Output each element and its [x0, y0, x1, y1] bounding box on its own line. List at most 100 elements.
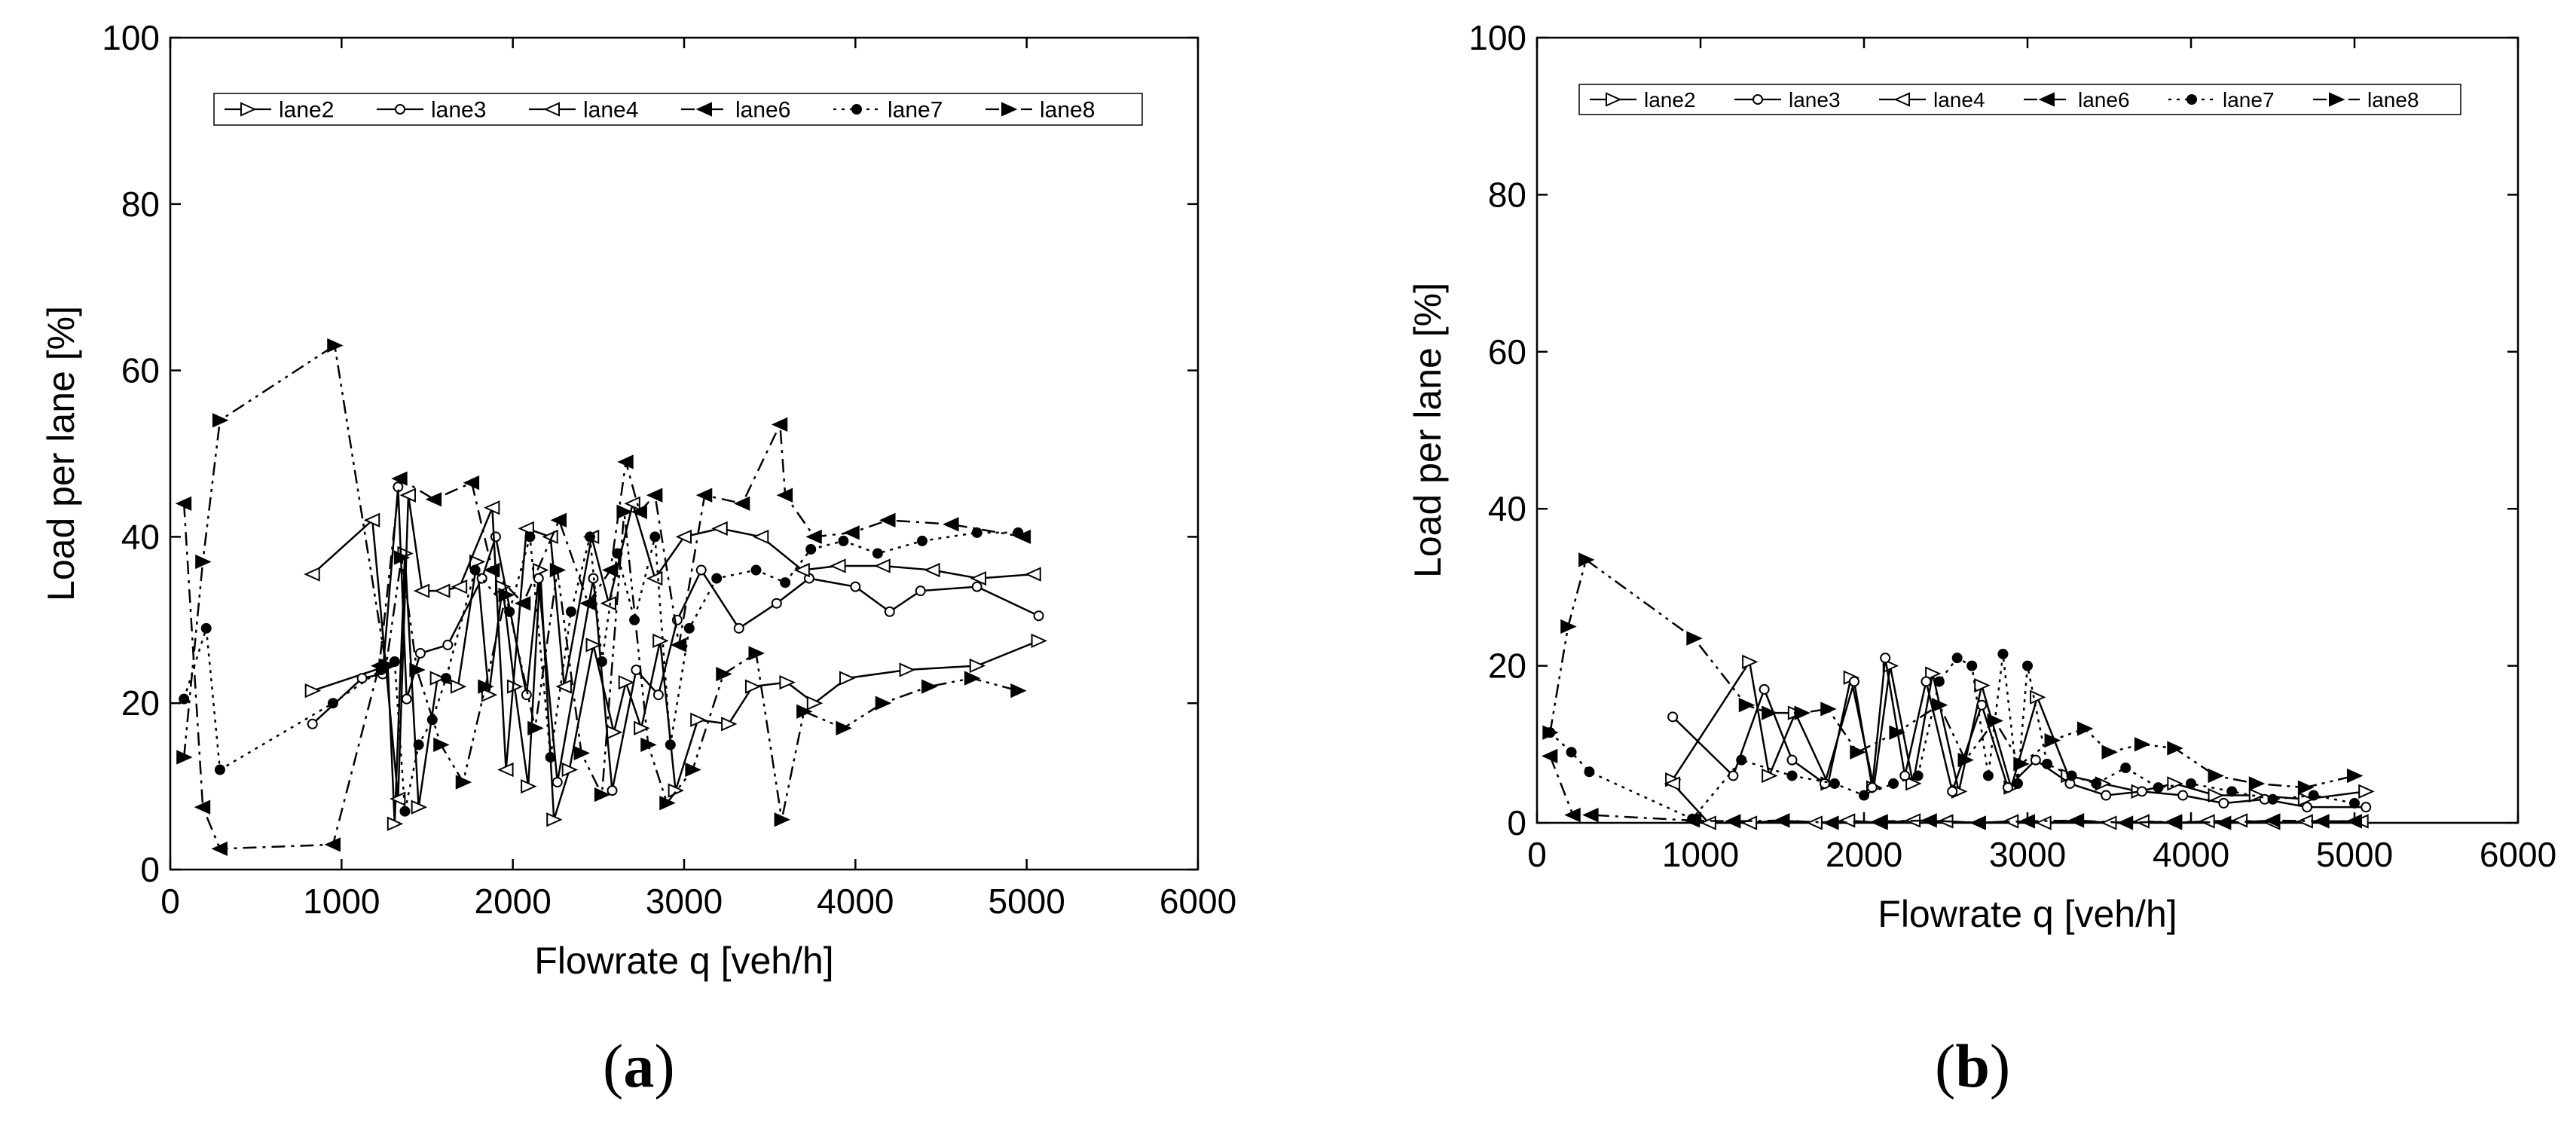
- legend-marker-lane4: [1893, 92, 1910, 107]
- y-tick-label: 40: [121, 517, 160, 556]
- data-point-lane2: [561, 762, 579, 778]
- data-point-lane6: [617, 454, 634, 469]
- data-point-lane8: [176, 750, 193, 765]
- panel-label-a: (a): [603, 1032, 675, 1100]
- data-point-lane6: [771, 417, 788, 433]
- data-point-lane4: [451, 579, 468, 595]
- data-point-lane8: [640, 737, 657, 753]
- x-tick-label: 4000: [2153, 835, 2229, 874]
- y-tick-label: 40: [1488, 489, 1526, 528]
- series-line-lane2: [312, 553, 1040, 824]
- data-point-lane8: [2076, 721, 2094, 736]
- data-point-lane3: [2002, 782, 2013, 793]
- data-point-lane8: [1987, 713, 2004, 729]
- data-point-lane8: [573, 745, 591, 761]
- data-point-lane8: [1686, 631, 1703, 646]
- series-lane8: [176, 338, 1027, 827]
- data-point-lane7: [214, 764, 225, 775]
- data-point-lane6: [2345, 814, 2362, 829]
- data-point-lane6: [579, 596, 596, 611]
- data-point-lane4: [1838, 813, 1856, 828]
- data-point-lane8: [685, 762, 701, 778]
- data-point-lane2: [721, 717, 738, 732]
- data-point-lane4: [2296, 814, 2313, 829]
- data-point-lane3: [1786, 754, 1798, 766]
- x-tick-label: 6000: [2480, 835, 2556, 874]
- data-point-lane4: [304, 567, 320, 582]
- data-point-lane7: [179, 693, 190, 705]
- legend-marker-lane6: [2038, 92, 2055, 107]
- series-line-lane7: [1549, 653, 2355, 821]
- data-point-lane8: [836, 720, 852, 735]
- legend-label-lane8: lane8: [1040, 98, 1095, 123]
- legend-marker-lane8: [2329, 92, 2345, 107]
- data-point-lane3: [771, 598, 782, 609]
- data-point-lane2: [1742, 654, 1759, 670]
- data-point-lane3: [533, 573, 544, 584]
- data-point-lane8: [964, 671, 981, 686]
- data-point-lane8: [2297, 780, 2315, 795]
- data-point-lane8: [195, 554, 212, 570]
- data-point-lane3: [2030, 754, 2041, 766]
- data-point-lane6: [2067, 813, 2085, 828]
- data-point-lane4: [2035, 815, 2052, 830]
- data-point-lane4: [389, 791, 406, 806]
- data-point-lane3: [2177, 790, 2189, 801]
- data-point-lane3: [490, 531, 501, 543]
- data-point-lane7: [1829, 778, 1840, 789]
- data-point-lane7: [596, 656, 607, 667]
- data-point-lane7: [711, 573, 723, 584]
- chart-panel-b: 0 1000 2000 3000 4000 5000 6000 0 20 40 60 80 100 Flo…: [1407, 18, 2556, 935]
- data-point-lane7: [1687, 813, 1698, 824]
- legend-marker-lane6: [695, 102, 712, 117]
- data-point-lane6: [1541, 748, 1558, 764]
- data-point-lane8: [527, 720, 544, 735]
- data-point-lane3: [733, 622, 744, 634]
- data-point-lane3: [1759, 683, 1770, 695]
- data-point-lane2: [2167, 776, 2183, 791]
- data-point-lane6: [733, 496, 750, 511]
- data-point-lane6: [550, 512, 567, 527]
- y-tick-label: 60: [121, 351, 160, 390]
- x-tick-label: 4000: [817, 882, 894, 921]
- data-point-lane3: [356, 673, 368, 684]
- data-point-lane7: [1951, 653, 1963, 664]
- data-point-lane6: [1724, 814, 1741, 829]
- data-point-lane7: [629, 614, 640, 625]
- data-point-lane4: [434, 583, 451, 598]
- data-point-lane4: [752, 529, 769, 545]
- data-point-lane7: [565, 606, 576, 617]
- data-point-lane7: [683, 622, 695, 634]
- data-point-lane7: [2226, 786, 2238, 797]
- data-point-lane3: [1899, 770, 1911, 781]
- x-tick-label: 5000: [2316, 835, 2393, 874]
- data-point-lane8: [2101, 744, 2118, 760]
- data-point-lane8: [875, 695, 892, 711]
- data-point-lane7: [441, 673, 452, 684]
- legend-label-lane2: lane2: [1644, 88, 1696, 112]
- data-point-lane4: [874, 558, 891, 573]
- data-point-lane3: [521, 689, 532, 701]
- data-point-lane7: [665, 739, 676, 751]
- data-point-lane6: [211, 841, 228, 857]
- data-point-lane8: [774, 812, 791, 827]
- data-point-lane6: [324, 837, 341, 852]
- data-point-lane7: [2267, 793, 2278, 805]
- data-point-lane8: [393, 550, 411, 565]
- data-point-lane6: [1823, 815, 1839, 830]
- data-point-lane8: [2347, 768, 2364, 784]
- data-point-lane2: [1762, 768, 1778, 784]
- data-point-lane3: [2361, 802, 2372, 813]
- data-point-lane2: [387, 816, 404, 831]
- data-point-lane6: [514, 596, 531, 611]
- legend-label-lane6: lane6: [2078, 88, 2130, 112]
- data-point-lane4: [363, 512, 380, 527]
- data-point-lane2: [969, 658, 986, 674]
- data-point-lane7: [872, 548, 883, 559]
- data-point-lane6: [2214, 815, 2232, 830]
- data-point-lane2: [606, 725, 623, 740]
- data-point-lane6: [646, 488, 663, 503]
- data-point-lane7: [1859, 790, 1869, 801]
- data-point-lane4: [2199, 814, 2215, 829]
